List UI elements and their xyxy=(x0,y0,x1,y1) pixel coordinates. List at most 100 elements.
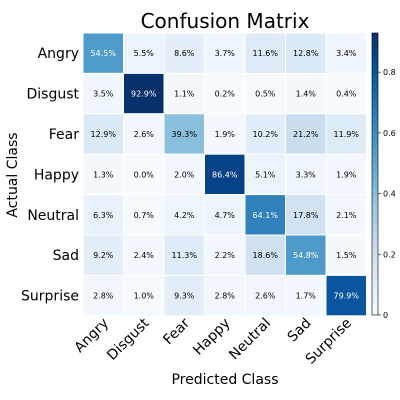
x-tick-label: Neutral xyxy=(226,315,274,363)
x-axis-label: Predicted Class xyxy=(171,372,278,388)
cell-label: 1.7% xyxy=(296,292,317,301)
cell-label: 0.0% xyxy=(134,170,155,179)
cell-label: 79.9% xyxy=(334,292,360,301)
cell-label: 54.5% xyxy=(91,49,117,58)
cell-label: 64.1% xyxy=(253,211,279,220)
cell-label: 5.5% xyxy=(134,49,155,58)
cell-label: 5.1% xyxy=(255,170,276,179)
cell-label: 54.8% xyxy=(293,251,319,260)
heatmap-cell xyxy=(163,72,205,115)
cell-label: 3.5% xyxy=(93,90,114,99)
x-tick-label: Disgust xyxy=(104,315,153,364)
heatmap-cell xyxy=(244,113,286,155)
y-tick-label: Angry xyxy=(38,46,79,62)
colorbar-tick-label: 0.8 xyxy=(383,68,396,77)
chart-title: Confusion Matrix xyxy=(141,9,310,33)
heatmap-cell xyxy=(123,113,165,155)
colorbar-tick-label: 0.2 xyxy=(383,250,396,259)
colorbar-ticks: 0 0.2 0.4 0.6 0.8 xyxy=(378,68,396,320)
heatmap-cell xyxy=(123,153,165,196)
cell-label: 6.3% xyxy=(93,211,114,220)
heatmap-cell xyxy=(285,274,327,317)
cell-label: 2.8% xyxy=(215,292,236,301)
cell-label: 2.6% xyxy=(255,292,276,301)
cell-label: 1.3% xyxy=(93,170,114,179)
cell-label: 0.5% xyxy=(255,90,276,99)
cell-label: 9.3% xyxy=(174,292,195,301)
x-tick-label: Sad xyxy=(285,315,315,345)
cell-label: 3.3% xyxy=(296,170,317,179)
heatmap-cell xyxy=(123,234,165,276)
heatmap-cell xyxy=(163,194,205,236)
cell-label: 11.6% xyxy=(253,49,279,58)
heatmap-cell xyxy=(163,274,205,317)
heatmap-cell xyxy=(82,234,124,276)
cell-label: 86.4% xyxy=(212,170,238,179)
heatmap-cell xyxy=(325,234,367,276)
cell-label: 0.2% xyxy=(215,90,236,99)
cell-label: 18.6% xyxy=(253,251,279,260)
cell-label: 2.1% xyxy=(336,211,357,220)
y-tick-label: Surprise xyxy=(21,289,79,305)
heatmap-cell xyxy=(244,72,286,115)
colorbar-tick-label: 0.6 xyxy=(383,129,396,138)
heatmap-cell xyxy=(244,234,286,276)
heatmap-cell xyxy=(82,32,124,74)
colorbar xyxy=(371,32,379,316)
cell-label: 2.4% xyxy=(134,251,155,260)
cell-label: 3.7% xyxy=(215,49,236,58)
cell-label: 17.8% xyxy=(293,211,319,220)
colorbar-tick-label: 0 xyxy=(383,311,388,320)
cell-label: 0.4% xyxy=(336,90,357,99)
cell-label: 1.4% xyxy=(296,90,317,99)
heatmap-cell xyxy=(325,274,367,317)
cell-label: 39.3% xyxy=(172,130,198,139)
cell-label: 10.2% xyxy=(253,130,279,139)
heatmap-cell xyxy=(325,113,367,155)
heatmap-cell xyxy=(325,153,367,196)
colorbar-tick-label: 0.4 xyxy=(383,190,396,199)
y-tick-label: Happy xyxy=(34,167,79,183)
heatmap-cells: 54.5% 5.5% 8.6% 3.7% 11.6% 12.8% 3.4% 3.5% 92.9%… xyxy=(82,32,367,317)
y-tick-label: Sad xyxy=(53,248,79,264)
heatmap-cell xyxy=(123,32,165,74)
heatmap-cell xyxy=(285,113,327,155)
heatmap-cell xyxy=(163,113,205,155)
y-tick-labels: Angry Disgust Fear Happy Neutral Sad Surprise xyxy=(21,46,79,304)
cell-label: 2.8% xyxy=(93,292,114,301)
cell-label: 9.2% xyxy=(93,251,114,260)
cell-label: 2.0% xyxy=(174,170,195,179)
cell-label: 12.9% xyxy=(91,130,117,139)
cell-label: 2.6% xyxy=(134,130,155,139)
cell-label: 0.7% xyxy=(134,211,155,220)
cell-label: 1.0% xyxy=(134,292,155,301)
heatmap-cell xyxy=(204,274,246,317)
cell-label: 3.4% xyxy=(336,49,357,58)
heatmap-cell xyxy=(82,194,124,236)
cell-label: 4.7% xyxy=(215,211,236,220)
cell-label: 1.5% xyxy=(336,251,357,260)
cell-label: 92.9% xyxy=(131,90,157,99)
cell-label: 4.2% xyxy=(174,211,195,220)
y-tick-label: Disgust xyxy=(26,87,79,103)
heatmap-cell xyxy=(204,113,246,155)
heatmap-cell xyxy=(82,153,124,196)
cell-label: 1.9% xyxy=(215,130,236,139)
cell-label: 12.8% xyxy=(293,49,319,58)
cell-label: 8.6% xyxy=(174,49,195,58)
heatmap-cell xyxy=(285,153,327,196)
x-tick-label: Fear xyxy=(160,315,193,348)
cell-label: 11.3% xyxy=(172,251,198,260)
y-axis-label: Actual Class xyxy=(5,132,21,217)
cell-label: 1.1% xyxy=(174,90,195,99)
heatmap-cell xyxy=(244,274,286,317)
y-tick-label: Fear xyxy=(49,127,79,143)
cell-label: 1.9% xyxy=(336,170,357,179)
heatmap-cell xyxy=(82,72,124,115)
cell-label: 21.2% xyxy=(293,130,319,139)
cell-label: 2.2% xyxy=(215,251,236,260)
y-tick-label: Neutral xyxy=(27,208,79,224)
heatmap-cell xyxy=(285,32,327,74)
